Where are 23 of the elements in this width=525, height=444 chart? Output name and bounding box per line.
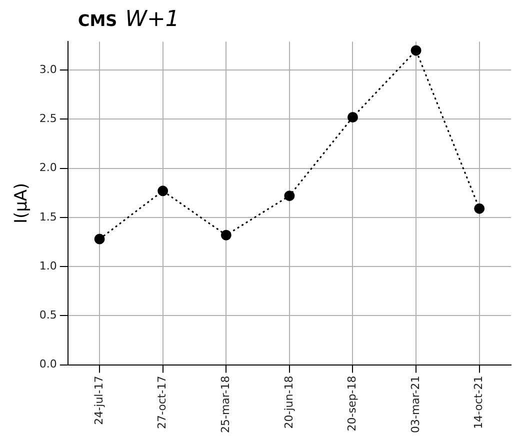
point [410,45,422,56]
x-tick-label: 27-oct-17 [156,376,169,430]
y-axis-title: I(μA) [12,182,32,224]
x-tick-label: 20-jun-18 [282,376,296,429]
x-tick-label: 03-mar-21 [408,376,422,434]
point [348,112,358,122]
point [94,234,105,244]
point [220,230,232,240]
x-tick-label: 14-oct-21 [472,376,486,430]
y-tick-label: 0.5 [39,308,57,322]
point [284,190,295,202]
chart-title: CMS W+1 [78,7,180,32]
x-tick-label: 24-jul-17 [92,376,106,425]
y-tick-label: 0.0 [39,358,57,371]
y-tick-label: 3.0 [39,62,57,76]
y-tick-label: 2.5 [39,112,57,126]
x-tick-label: 25-mar-18 [219,376,232,434]
y-tick-label: 2.0 [39,161,57,174]
x-tick-label: 20-sep-18 [346,376,359,432]
y-tick-label: 1.0 [39,259,57,272]
point [158,186,168,196]
y-tick-label: 1.5 [39,210,57,224]
point [474,203,485,214]
